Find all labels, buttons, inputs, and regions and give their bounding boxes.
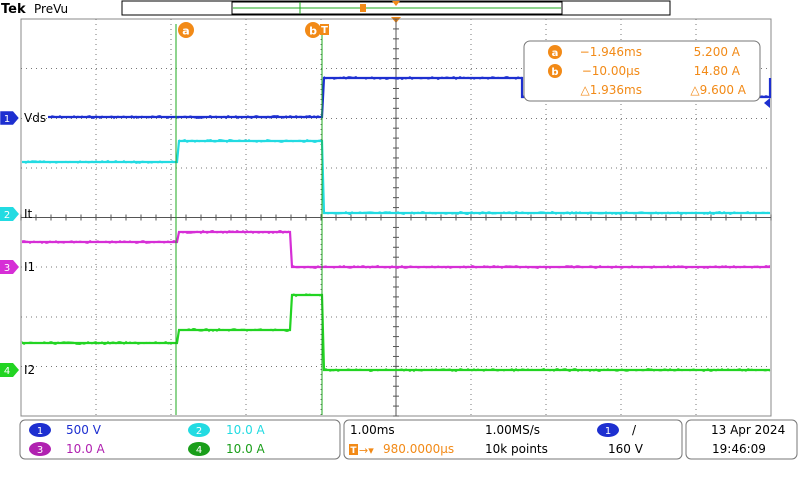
svg-text:3: 3 (4, 263, 10, 274)
waveform-noise (178, 327, 290, 333)
waveform-noise (178, 138, 322, 144)
waveform-noise (22, 159, 177, 164)
ch1-scale[interactable]: 1 500 V (29, 423, 102, 437)
channel-1-label: Vds (24, 111, 46, 125)
waveform-ch4-i2 (22, 293, 770, 372)
trigger-slope-icon: / (632, 423, 637, 437)
datetime-panel: 13 Apr 2024 19:46:09 (685, 419, 798, 460)
trigger-position-marker-top (392, 1, 400, 6)
svg-text:10.0 A: 10.0 A (226, 423, 266, 437)
waveform-noise (178, 229, 290, 235)
date-readout: 13 Apr 2024 (711, 423, 785, 437)
svg-text:2: 2 (196, 426, 202, 437)
sample-rate: 1.00MS/s (485, 423, 540, 437)
readout-a-time: −1.946ms (580, 45, 642, 59)
readout-a-icon (548, 45, 562, 59)
svg-text:b: b (551, 67, 558, 78)
trigger-source[interactable]: 1 (597, 423, 619, 437)
waveform-noise (21, 239, 177, 245)
svg-text:T: T (321, 25, 328, 36)
ch2-scale[interactable]: 2 10.0 A (188, 423, 266, 437)
record-trigger-marker (360, 4, 366, 12)
cursor-a-tag[interactable]: a (178, 22, 194, 38)
time-readout: 19:46:09 (712, 442, 766, 456)
waveform-noise (21, 340, 177, 346)
channel-marker-4[interactable]: 4 (0, 363, 19, 377)
graticule (20, 18, 772, 417)
svg-text:a: a (182, 25, 189, 38)
readout-b-icon (548, 64, 562, 78)
svg-text:3: 3 (37, 445, 43, 456)
channel-marker-2[interactable]: 2 (0, 207, 19, 221)
cursor-b-tag[interactable]: b (305, 22, 321, 38)
trigger-t-marker: T (320, 24, 329, 36)
readout-delta-time: △1.936ms (580, 83, 642, 97)
acquisition-mode: PreVu (34, 2, 68, 16)
ch3-scale[interactable]: 3 10.0 A (29, 442, 106, 456)
svg-text:500 V: 500 V (66, 423, 102, 437)
trigger-delay: 980.0000µs (383, 442, 454, 456)
svg-text:1: 1 (605, 426, 611, 437)
record-length: 10k points (485, 442, 548, 456)
timebase-trigger-panel[interactable]: 1.00ms 1.00MS/s T →▾ 980.0000µs 10k poin… (343, 419, 683, 460)
waveform-noise (323, 75, 523, 81)
channel-4-label: I2 (24, 363, 35, 377)
svg-text:→▾: →▾ (359, 444, 374, 457)
cursor-readout-panel: a b −1.946ms 5.200 A −10.00µs 14.80 A △1… (523, 40, 761, 102)
channel-scale-panel[interactable]: 1 500 V 2 10.0 A 3 10.0 A 4 10.0 A (19, 419, 341, 460)
readout-b-time: −10.00µs (582, 64, 640, 78)
svg-text:10.0 A: 10.0 A (66, 442, 106, 456)
waveform-noise (47, 114, 323, 120)
waveform-noise (291, 293, 323, 298)
waveform-noise (323, 367, 771, 373)
channel-marker-3[interactable]: 3 (0, 260, 19, 274)
svg-text:1: 1 (4, 114, 10, 125)
readout-delta-value: △9.600 A (690, 83, 746, 97)
trigger-level: 160 V (608, 442, 644, 456)
svg-text:2: 2 (4, 210, 10, 221)
svg-text:4: 4 (4, 366, 10, 377)
svg-text:10.0 A: 10.0 A (226, 442, 266, 456)
waveform-noise (323, 210, 771, 216)
readout-b-value: 14.80 A (694, 64, 741, 78)
readout-a-value: 5.200 A (694, 45, 741, 59)
ch4-scale[interactable]: 4 10.0 A (188, 442, 266, 456)
svg-text:1: 1 (37, 426, 43, 437)
trigger-delay-icon: T →▾ (349, 444, 374, 457)
svg-text:a: a (552, 48, 559, 59)
timebase-scale: 1.00ms (350, 423, 395, 437)
channel-3-label: I1 (24, 260, 35, 274)
channel-2-label: It (24, 207, 33, 221)
record-view-bar[interactable] (121, 0, 671, 16)
channel-marker-1[interactable]: 1 (0, 110, 20, 126)
svg-text:T: T (350, 446, 357, 456)
brand-logo: Tek (1, 2, 26, 17)
trigger-level-arrow[interactable] (764, 98, 770, 108)
waveform-noise (291, 264, 771, 270)
svg-text:4: 4 (196, 445, 202, 456)
waveforms (21, 75, 772, 373)
svg-text:b: b (309, 25, 317, 38)
